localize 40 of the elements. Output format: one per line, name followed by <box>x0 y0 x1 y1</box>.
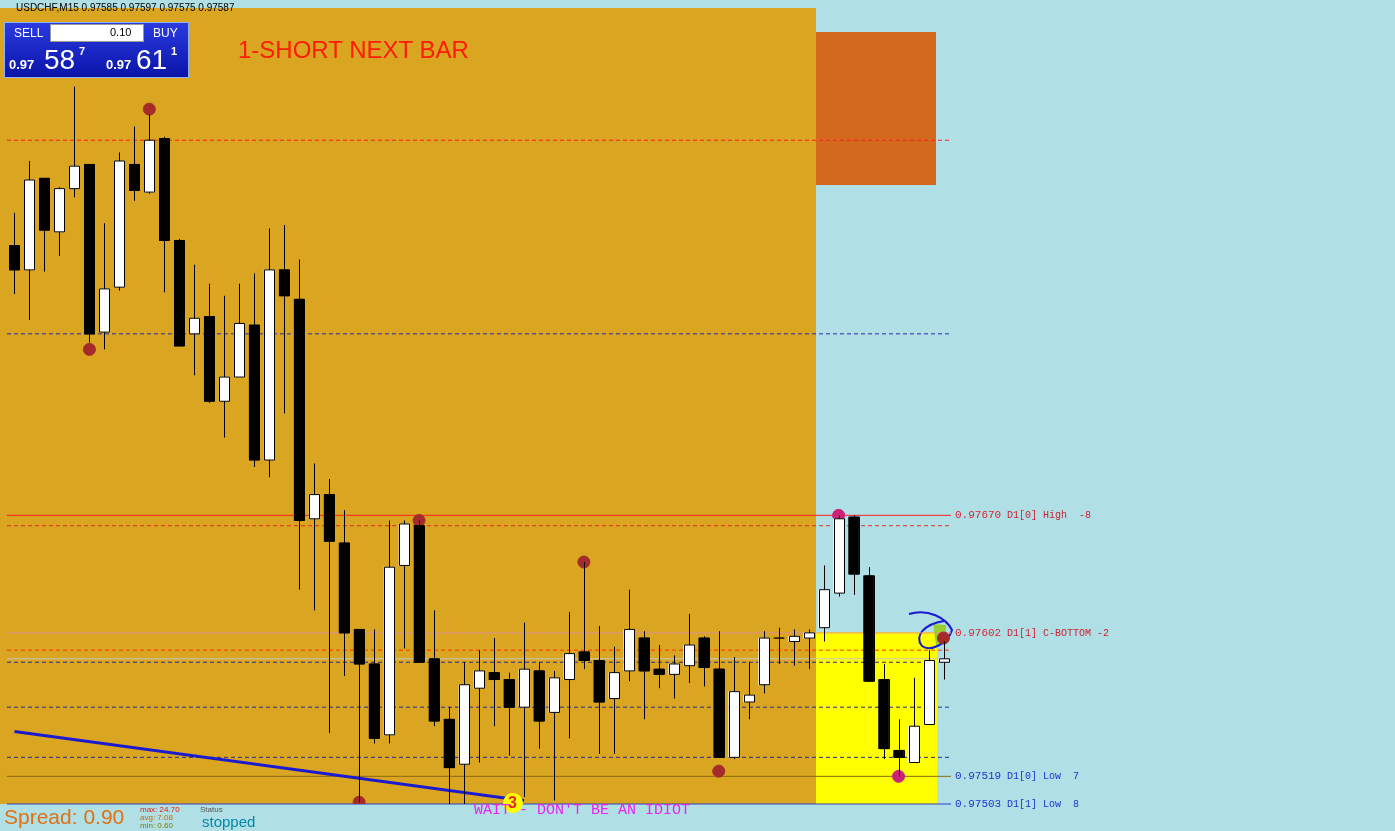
annotation: 0.97 <box>106 57 132 72</box>
candlestick <box>713 630 725 758</box>
text: D1[1] C-BOTTOM -2 <box>1007 627 1110 639</box>
text: Spread: 0.90 <box>4 805 125 828</box>
candlestick <box>758 630 770 694</box>
text: D1[0] High -8 <box>1007 509 1092 521</box>
y-tick-label: 0.97602 <box>955 626 1002 639</box>
text: D1[1] Low 8 <box>1007 798 1080 810</box>
candlestick <box>863 566 875 682</box>
text: D1[0] Low 7 <box>1007 770 1080 782</box>
annotation: BUY <box>153 26 178 40</box>
annotation: 0.97 <box>9 57 35 72</box>
point <box>82 342 96 356</box>
annotation: 61 <box>136 44 168 75</box>
candlestick <box>923 649 935 725</box>
candlestick <box>728 656 740 760</box>
point <box>892 769 906 783</box>
annotation: 3 <box>508 794 517 811</box>
text: avg: 7.08 <box>140 813 173 822</box>
point <box>142 102 156 116</box>
annotation: 1-SHORT NEXT BAR <box>238 36 469 63</box>
point <box>712 764 726 778</box>
candlestick <box>878 663 890 760</box>
text: min: 0.60 <box>140 821 173 830</box>
annotation: 58 <box>44 44 76 75</box>
point <box>937 631 951 645</box>
annotation: 0.10 <box>110 26 132 38</box>
text: max: 24.70 <box>140 805 180 814</box>
y-tick-label: 0.97503 <box>955 797 1002 810</box>
candlestick <box>818 564 830 643</box>
candlestick <box>848 514 860 596</box>
annotation: 7 <box>79 45 86 57</box>
y-tick-label: 0.97670 <box>955 509 1002 522</box>
annotation: 1 <box>171 45 178 57</box>
point <box>577 555 591 569</box>
text: stopped <box>202 813 256 830</box>
annotation: SELL <box>14 26 44 40</box>
chart-title: USDCHF,M15 0.97585 0.97597 0.97575 0.97587 <box>16 2 235 13</box>
y-tick-label: 0.97519 <box>955 770 1002 783</box>
text: Status <box>200 805 223 814</box>
